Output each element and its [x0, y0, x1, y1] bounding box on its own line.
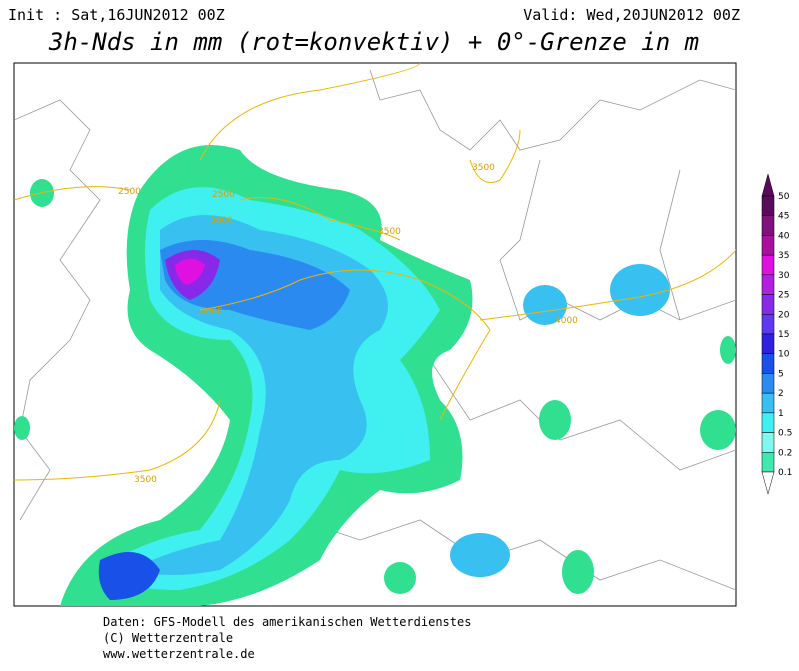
colorbar-label: 1 [778, 409, 784, 419]
colorbar-segment [761, 235, 775, 256]
country-border [299, 159, 736, 591]
colorbar-label: 2 [778, 389, 784, 399]
colorbar-label: 0.2 [778, 448, 792, 458]
colorbar-label: 35 [778, 251, 789, 261]
colorbar-label: 0.5 [778, 429, 792, 439]
precip-area [562, 550, 594, 594]
footer-url: www.wetterzentrale.de [103, 647, 255, 661]
colorbar-label: 15 [778, 330, 789, 340]
colorbar-label: 30 [778, 271, 790, 281]
contour-label: 3000 [210, 216, 233, 226]
footer-copyright: (C) Wetterzentrale [103, 631, 233, 645]
colorbar-label: 20 [778, 310, 790, 320]
contour-label: 4000 [555, 316, 578, 326]
colorbar-label: 50 [778, 192, 790, 202]
colorbar-arrow-bottom [761, 471, 775, 495]
contour-label: 2500 [118, 187, 141, 197]
precip-area [98, 552, 160, 600]
colorbar-label: 10 [778, 350, 790, 360]
colorbar: 50 45 40 35 30 25 20 15 10 5 2 1 0.5 0.2 0.1 [761, 173, 792, 495]
colorbar-label: 0.1 [778, 468, 792, 478]
precip-area [14, 416, 30, 440]
precip-area [720, 336, 736, 364]
contour-label: 3500 [378, 227, 401, 237]
init-label: Init : Sat,16JUN2012 00Z [8, 6, 225, 24]
footer-source: Daten: GFS-Modell des amerikanischen Wet… [103, 615, 471, 629]
precip-area [610, 264, 670, 316]
colorbar-segment [761, 452, 775, 473]
precip-area [539, 400, 571, 440]
valid-label: Valid: Wed,20JUN2012 00Z [523, 6, 740, 24]
colorbar-segment [761, 274, 775, 295]
colorbar-label: 45 [778, 212, 789, 222]
coastline [369, 69, 736, 151]
colorbar-segment [761, 432, 775, 453]
contour-label: 3500 [472, 163, 495, 173]
map: 2500 2500 3000 3500 3500 4000 4000 3500 [13, 62, 737, 607]
colorbar-segment [761, 353, 775, 374]
colorbar-arrow-top [761, 173, 775, 197]
contour-label: 2500 [212, 190, 235, 200]
precip-area [175, 258, 205, 285]
colorbar-segment [761, 254, 775, 276]
colorbar-label: 25 [778, 291, 789, 301]
contour-label: 3500 [134, 475, 157, 485]
colorbar-segment [761, 294, 775, 315]
colorbar-segment [761, 392, 775, 414]
precip-area [384, 562, 416, 594]
colorbar-segment [761, 412, 775, 433]
colorbar-label: 40 [778, 231, 790, 241]
freezing-level-isoline [14, 63, 736, 481]
colorbar-segment [761, 314, 775, 335]
colorbar-label: 5 [778, 369, 784, 379]
colorbar-segment [761, 195, 775, 216]
colorbar-segment [761, 215, 775, 236]
precip-area [523, 285, 567, 325]
colorbar-segment [761, 373, 775, 394]
precip-area [450, 533, 510, 577]
precip-area [700, 410, 736, 450]
colorbar-segment [761, 333, 775, 354]
title: 3h-Nds in mm (rot=konvektiv) + 0°-Grenze… [48, 28, 699, 56]
contour-label: 4000 [200, 307, 223, 317]
